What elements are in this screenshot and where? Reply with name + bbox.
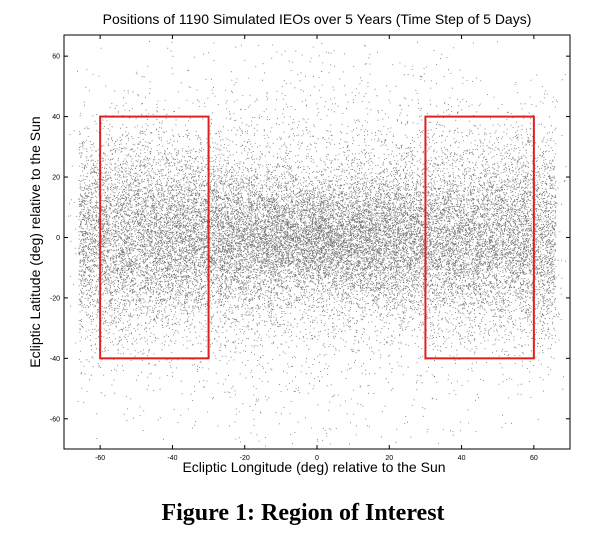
- x-tick-label: 0: [315, 455, 319, 462]
- x-tick-label: 40: [458, 455, 466, 462]
- y-tick-label: 20: [52, 175, 60, 182]
- scatter-points: [68, 41, 567, 447]
- region-box-1: [99, 115, 210, 360]
- y-axis-label: Ecliptic Latitude (deg) relative to the …: [27, 116, 43, 367]
- x-tick-label: 20: [385, 455, 393, 462]
- region-boxes: [99, 115, 535, 360]
- x-axis-label: Ecliptic Longitude (deg) relative to the…: [182, 459, 445, 475]
- y-tick-label: -60: [50, 416, 60, 423]
- y-tick-label: 40: [52, 114, 60, 121]
- y-axis-ticks: 60 40 20 0 -20 -40 -60: [50, 54, 570, 423]
- y-tick-label: 0: [56, 235, 60, 242]
- x-axis-ticks: -60 -40 -20 0 20 40 60: [95, 35, 538, 462]
- x-tick-label: -40: [167, 455, 177, 462]
- y-tick-label: 60: [52, 54, 60, 61]
- y-tick-label: -40: [50, 356, 60, 363]
- region-box-2: [424, 115, 535, 360]
- y-tick-label: -20: [50, 295, 60, 302]
- x-tick-label: -60: [95, 455, 105, 462]
- scatter-point-cloud: [68, 41, 567, 447]
- x-tick-label: 60: [530, 455, 538, 462]
- x-tick-label: -20: [240, 455, 250, 462]
- figure-caption: Figure 1: Region of Interest: [161, 500, 445, 526]
- chart-title: Positions of 1190 Simulated IEOs over 5 …: [103, 11, 532, 27]
